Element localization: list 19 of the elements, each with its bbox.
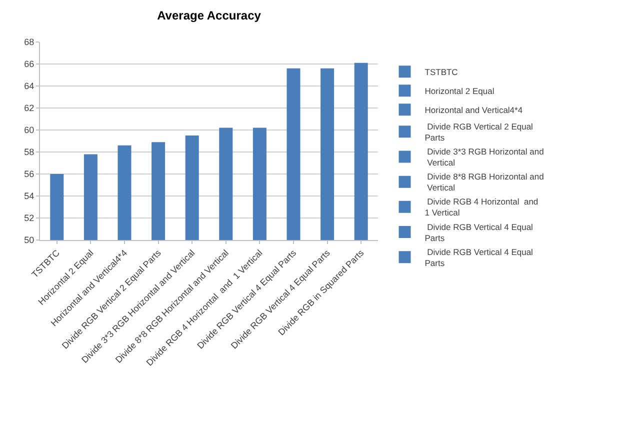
y-tick-label: 52 bbox=[24, 213, 34, 224]
y-tick-label: 50 bbox=[24, 235, 34, 246]
y-tick-label: 56 bbox=[24, 169, 34, 180]
y-tick-label: 54 bbox=[24, 191, 34, 202]
y-tick-label: 68 bbox=[24, 37, 34, 48]
y-tick-label: 58 bbox=[24, 147, 34, 158]
legend-label: Horizontal 2 Equal bbox=[424, 86, 494, 96]
y-tick-label: 60 bbox=[24, 125, 34, 136]
legend-label: Divide RGB Vertical 2 Equal Parts bbox=[424, 121, 536, 142]
legend-label: Divide RGB Vertical 4 Equal Parts bbox=[424, 222, 536, 243]
legend-label: TSTBTC bbox=[424, 66, 458, 77]
y-tick-label: 64 bbox=[24, 81, 34, 92]
legend-label: Divide RGB 4 Horizontal and 1 Vertical bbox=[424, 196, 541, 218]
y-tick-label: 62 bbox=[24, 103, 34, 114]
legend-label: Divide 8*8 RGB Horizontal and Vertical bbox=[424, 172, 544, 193]
y-tick-label: 66 bbox=[24, 59, 34, 70]
chart-title: Average Accuracy bbox=[157, 8, 262, 22]
legend-label: Horizontal and Vertical4*4 bbox=[424, 104, 523, 115]
legend-label: Divide 3*3 RGB Horizontal and Vertical bbox=[424, 146, 544, 168]
